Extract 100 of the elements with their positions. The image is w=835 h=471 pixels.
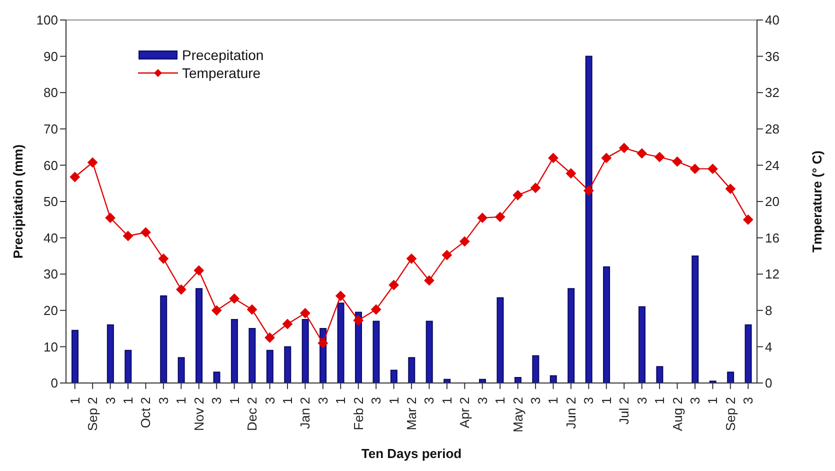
point (690, 164, 700, 174)
bar (603, 266, 610, 383)
point (336, 290, 346, 301)
bar (585, 56, 592, 383)
bar (248, 328, 256, 383)
point (566, 168, 576, 178)
bar (160, 295, 168, 383)
x-tick-label: Jul 2 (616, 397, 632, 424)
bar (266, 350, 274, 383)
point (388, 280, 399, 290)
point (636, 148, 647, 158)
x-tick-label: 1 (598, 397, 614, 404)
y-tick-label: 70 (44, 122, 58, 137)
legend-label: Precepitation (182, 46, 264, 64)
point (371, 304, 382, 314)
bar (106, 324, 114, 383)
point (424, 275, 434, 286)
x-tick-label: Mar 2 (404, 397, 419, 430)
y2-tick-label: 4 (765, 339, 772, 354)
x-tick-label: Apr 2 (457, 397, 472, 428)
x-tick-label: 1 (174, 397, 189, 404)
bar (230, 318, 238, 383)
x-tick-label: 3 (315, 397, 330, 404)
point (512, 190, 523, 200)
point (300, 308, 310, 318)
point (442, 250, 452, 260)
y-tick-label: 80 (44, 85, 58, 100)
bar (213, 372, 220, 383)
y2-tick-label: 12 (765, 266, 780, 282)
y2-tick-label: 8 (765, 303, 772, 318)
point (548, 152, 558, 163)
x-tick-label: Jan 2 (298, 397, 313, 429)
x-axis-title: Ten Days period (361, 446, 462, 461)
bar (284, 346, 292, 383)
y2-tick-label: 36 (765, 48, 780, 64)
point (406, 254, 416, 264)
x-tick-label: 1 (386, 397, 402, 404)
point (88, 157, 98, 168)
point (105, 212, 116, 223)
x-tick-label: 1 (652, 397, 668, 404)
x-tick-label: 1 (67, 397, 82, 404)
bar (72, 330, 78, 383)
x-tick-label: 3 (209, 397, 224, 404)
x-tick-label: Aug 2 (670, 397, 685, 431)
y-tick-label: 100 (36, 12, 58, 28)
x-tick-label: 3 (528, 397, 544, 404)
bar (178, 357, 185, 383)
x-tick-label: 1 (280, 397, 295, 404)
x-tick-label: May 2 (510, 397, 526, 432)
bar (124, 350, 132, 383)
bar (496, 297, 504, 383)
point (495, 212, 506, 222)
bar (727, 372, 734, 383)
x-tick-label: 1 (546, 397, 561, 404)
x-tick-label: 3 (422, 397, 437, 404)
y-tick-label: 20 (44, 303, 58, 318)
point (601, 152, 612, 163)
x-tick-label: 3 (474, 397, 490, 404)
x-tick-label: Jun 2 (563, 397, 578, 429)
point (654, 152, 665, 162)
x-tick-label: Oct 2 (138, 397, 154, 428)
x-tick-label: 3 (262, 397, 278, 404)
point (460, 236, 470, 246)
x-tick-label: 1 (226, 397, 242, 404)
bar (372, 320, 380, 383)
point (725, 184, 736, 194)
bar (692, 255, 699, 383)
y-tick-label: 40 (44, 230, 58, 246)
x-tick-label: Sep 2 (85, 397, 100, 431)
point (672, 156, 682, 167)
x-tick-label: 1 (333, 397, 348, 404)
x-tick-label: 3 (156, 397, 171, 404)
y2-tick-label: 20 (765, 194, 780, 210)
point (584, 186, 594, 196)
y-axis-title: Precipitation (mm) (10, 144, 26, 259)
y2-tick-label: 32 (765, 85, 780, 100)
y2-axis-title: Tmperature (° C) (810, 150, 825, 252)
bar (744, 324, 752, 383)
point (212, 305, 222, 316)
point (353, 315, 364, 326)
bar (514, 377, 522, 383)
x-tick-label: Dec 2 (244, 397, 260, 431)
point (176, 284, 186, 295)
point (140, 227, 151, 238)
y-tick-label: 90 (44, 48, 58, 64)
y-tick-label: 30 (44, 266, 58, 282)
y-tick-label: 50 (44, 194, 58, 210)
x-tick-label: 3 (102, 397, 118, 404)
point (247, 304, 258, 314)
x-tick-label: 1 (120, 397, 136, 404)
x-tick-label: Feb 2 (350, 397, 366, 430)
x-tick-label: Sep 2 (722, 397, 738, 431)
point (318, 338, 328, 348)
point (743, 214, 754, 225)
point (194, 265, 204, 276)
point (264, 332, 275, 343)
x-tick-label: 3 (687, 397, 702, 404)
bar (568, 288, 575, 383)
point (708, 164, 718, 174)
x-tick-label: 1 (705, 397, 720, 404)
